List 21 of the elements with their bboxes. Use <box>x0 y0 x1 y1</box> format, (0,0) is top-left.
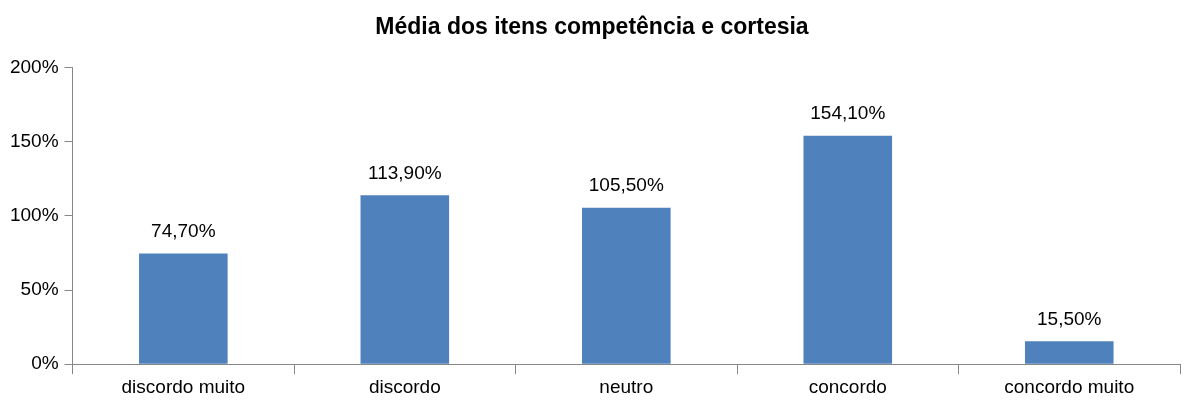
bar <box>582 207 671 364</box>
data-label: 154,10% <box>810 102 886 124</box>
bar <box>360 195 450 364</box>
x-tick-label: concordo <box>808 375 887 397</box>
y-tick-label: 100% <box>9 204 59 226</box>
bar <box>1024 341 1114 364</box>
data-label: 113,90% <box>368 162 442 184</box>
x-tick-label: neutro <box>599 375 654 397</box>
chart-title: Média dos itens competência e cortesia <box>375 13 809 40</box>
y-tick-label: 0% <box>31 352 59 374</box>
data-label: 15,50% <box>1037 307 1102 329</box>
x-tick-label: concordo muito <box>1004 375 1135 397</box>
x-tick-label: discordo <box>368 375 441 397</box>
bar <box>803 135 893 364</box>
data-label: 74,70% <box>151 220 216 242</box>
data-label: 105,50% <box>588 174 664 196</box>
bar <box>139 253 228 364</box>
y-tick-label: 200% <box>9 55 59 77</box>
y-tick-label: 150% <box>9 129 59 151</box>
y-tick-label: 50% <box>20 278 59 300</box>
x-tick-label: discordo muito <box>121 375 246 397</box>
